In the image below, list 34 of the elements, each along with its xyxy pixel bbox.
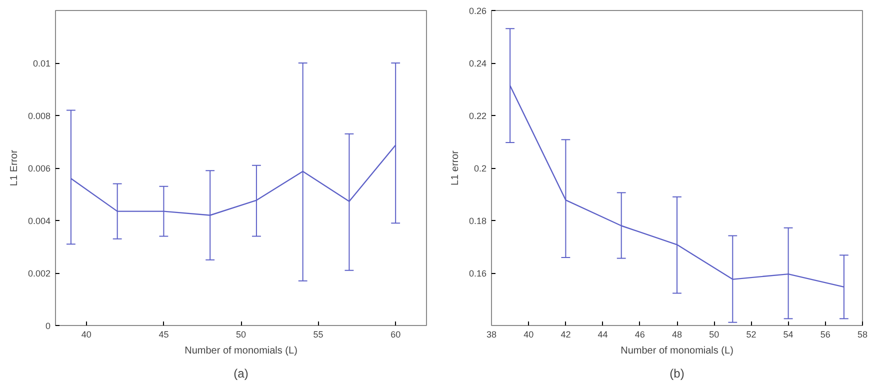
x-tick-label: 55 <box>313 330 324 340</box>
text: (b) <box>670 366 684 380</box>
x-tick-label: 42 <box>560 330 571 340</box>
x-tick-label: 45 <box>158 330 169 340</box>
y-tick-label: 0.18 <box>468 216 487 226</box>
x-tick-label: 52 <box>746 330 756 340</box>
y-tick-label: 0.002 <box>28 268 51 278</box>
x-tick-label: 44 <box>598 330 608 340</box>
x-tick-label: 54 <box>783 330 794 340</box>
y-tick-label: 0.01 <box>32 58 51 68</box>
x-tick-label: 58 <box>857 330 868 340</box>
y-axis-title: L1 Error <box>8 149 20 186</box>
x-tick-label: 40 <box>524 330 534 340</box>
x-tick-label: 38 <box>486 330 497 340</box>
x-tick-label: 46 <box>634 330 645 340</box>
x-axis-title: Number of monomials (L) <box>184 346 298 356</box>
x-tick-label: 48 <box>672 330 682 340</box>
y-tick-label: 0.16 <box>468 268 487 278</box>
y-tick-label: 0 <box>45 321 51 331</box>
x-tick-label: 60 <box>390 330 401 340</box>
x-tick-label: 50 <box>236 330 246 340</box>
y-tick-label: 0.26 <box>468 6 487 16</box>
x-tick-label: 50 <box>709 330 720 340</box>
x-tick-label: 40 <box>81 330 92 340</box>
text: (a) <box>234 366 248 380</box>
x-axis-title: Number of monomials (L) <box>620 346 734 356</box>
x-tick-label: 56 <box>820 330 830 340</box>
y-tick-label: 0.006 <box>28 164 51 174</box>
y-tick-label: 0.008 <box>28 111 51 121</box>
y-tick-label: 0.2 <box>474 164 487 174</box>
y-axis-title: L1 error <box>450 150 461 186</box>
y-tick-label: 0.004 <box>28 216 51 226</box>
y-tick-label: 0.22 <box>468 111 487 121</box>
y-tick-label: 0.24 <box>468 58 487 68</box>
